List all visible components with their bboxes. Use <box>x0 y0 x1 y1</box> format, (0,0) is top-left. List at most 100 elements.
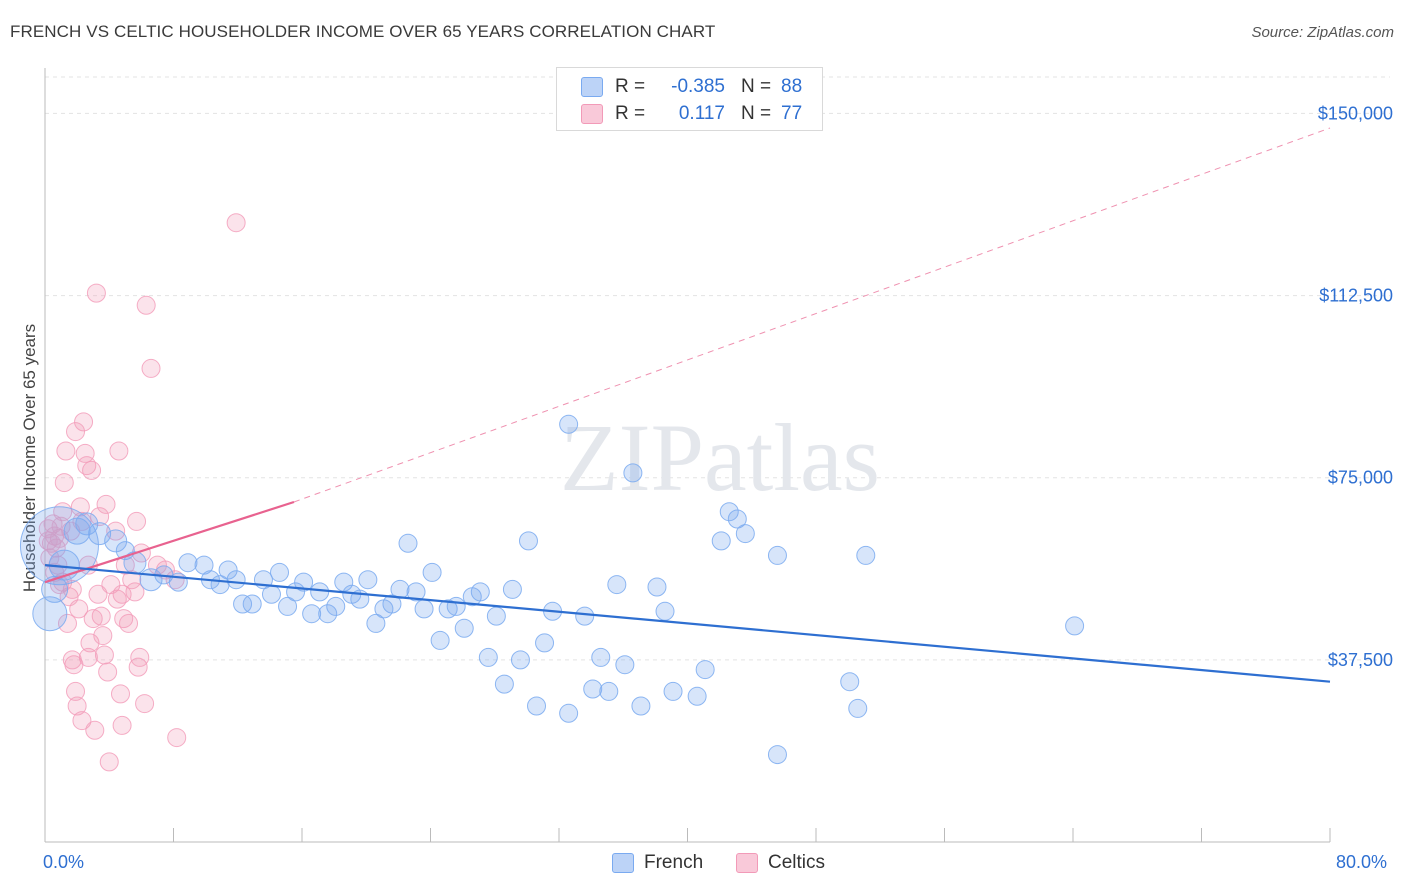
celtics-point <box>125 582 145 602</box>
trend-lines <box>44 127 1331 683</box>
legend-r-label: R = <box>615 76 646 97</box>
french-point <box>294 572 314 592</box>
french-point <box>470 582 490 602</box>
french-point <box>178 553 198 573</box>
series-legend: French Celtics <box>0 852 1406 878</box>
x-tick-label-max: 80.0% <box>1336 852 1388 872</box>
celtics-point <box>72 711 92 731</box>
french-point <box>631 696 651 716</box>
french-point <box>695 660 715 680</box>
french-point <box>719 502 739 522</box>
legend-row-celtics: R = 0.117 N = 77 <box>557 101 802 127</box>
french-point <box>358 570 378 590</box>
french-point <box>414 599 434 619</box>
legend-label-french: French <box>644 852 704 873</box>
celtics-point <box>82 460 102 480</box>
grid-lines <box>45 76 1390 661</box>
french-point <box>318 604 338 624</box>
celtics-point <box>86 283 106 303</box>
french-point <box>302 604 322 624</box>
french-point <box>32 596 68 632</box>
french-point <box>615 655 635 675</box>
french-point <box>727 509 747 529</box>
celtics-point <box>66 681 86 701</box>
french-point <box>261 584 281 604</box>
celtics-point <box>165 570 185 590</box>
legend-r-label: R = <box>615 103 646 124</box>
french-point <box>486 606 506 626</box>
celtics-point <box>122 570 142 590</box>
legend-n-label: N = <box>741 103 772 124</box>
celtics-point <box>127 511 147 531</box>
celtics-swatch <box>736 853 758 873</box>
french-point <box>382 594 402 614</box>
axes <box>44 68 1331 843</box>
celtics-points <box>38 213 246 772</box>
french-point <box>398 533 418 553</box>
celtics-point <box>135 694 155 714</box>
celtics-point <box>141 358 161 378</box>
french-point <box>591 647 611 667</box>
french-point <box>430 630 450 650</box>
chart-title: FRENCH VS CELTIC HOUSEHOLDER INCOME OVER… <box>10 22 716 41</box>
x-tick-label-min: 0.0% <box>43 852 85 872</box>
celtics-point <box>57 613 77 633</box>
french-point <box>767 745 787 765</box>
celtics-point <box>66 422 86 442</box>
french-swatch <box>581 77 603 97</box>
celtics-point <box>90 507 110 527</box>
french-point <box>278 596 298 616</box>
celtics-point <box>119 613 139 633</box>
french-point <box>310 582 330 602</box>
celtics-trend-extension <box>293 127 1331 503</box>
celtics-point <box>75 443 95 463</box>
celtics-point <box>91 606 111 626</box>
french-point <box>856 545 876 565</box>
source-label: Source: ZipAtlas.com <box>1251 24 1394 41</box>
celtics-point <box>130 647 150 667</box>
french-point <box>575 606 595 626</box>
legend-n-value: 77 <box>781 103 803 124</box>
french-swatch <box>612 853 634 873</box>
legend-item-french[interactable]: French <box>612 852 703 874</box>
celtics-point <box>110 684 130 704</box>
celtics-point <box>96 494 116 514</box>
celtics-point <box>93 626 113 646</box>
french-point <box>655 601 675 621</box>
celtics-point <box>74 412 94 432</box>
french-point <box>1065 616 1085 636</box>
legend-n-label: N = <box>741 76 772 97</box>
french-point <box>848 698 868 718</box>
celtics-point <box>70 497 90 517</box>
french-point <box>767 545 787 565</box>
french-point <box>233 594 253 614</box>
french-point <box>502 579 522 599</box>
celtics-point <box>62 579 82 599</box>
celtics-point <box>226 213 246 233</box>
celtics-point <box>128 657 148 677</box>
french-point <box>326 596 346 616</box>
french-point <box>559 703 579 723</box>
y-tick-label: $150,000 <box>1318 103 1393 123</box>
y-tick-labels: $37,500 $75,000 $112,500 $150,000 <box>1318 103 1393 669</box>
french-points <box>19 414 1085 765</box>
legend-item-celtics[interactable]: Celtics <box>736 852 825 874</box>
celtics-point <box>112 715 132 735</box>
y-tick-label: $112,500 <box>1319 286 1393 306</box>
french-point <box>438 599 458 619</box>
celtics-swatch <box>581 104 603 124</box>
french-point <box>840 672 860 692</box>
french-point <box>478 647 498 667</box>
french-point <box>607 575 627 595</box>
french-trend-line <box>44 564 1331 683</box>
celtics-point <box>69 599 89 619</box>
celtics-point <box>51 516 71 536</box>
celtics-point <box>109 441 129 461</box>
legend-label-celtics: Celtics <box>768 852 826 873</box>
celtics-point <box>99 752 119 772</box>
french-point <box>226 570 246 590</box>
legend-n-value: 88 <box>781 76 803 97</box>
celtics-point <box>54 473 74 493</box>
celtics-point <box>83 609 103 629</box>
